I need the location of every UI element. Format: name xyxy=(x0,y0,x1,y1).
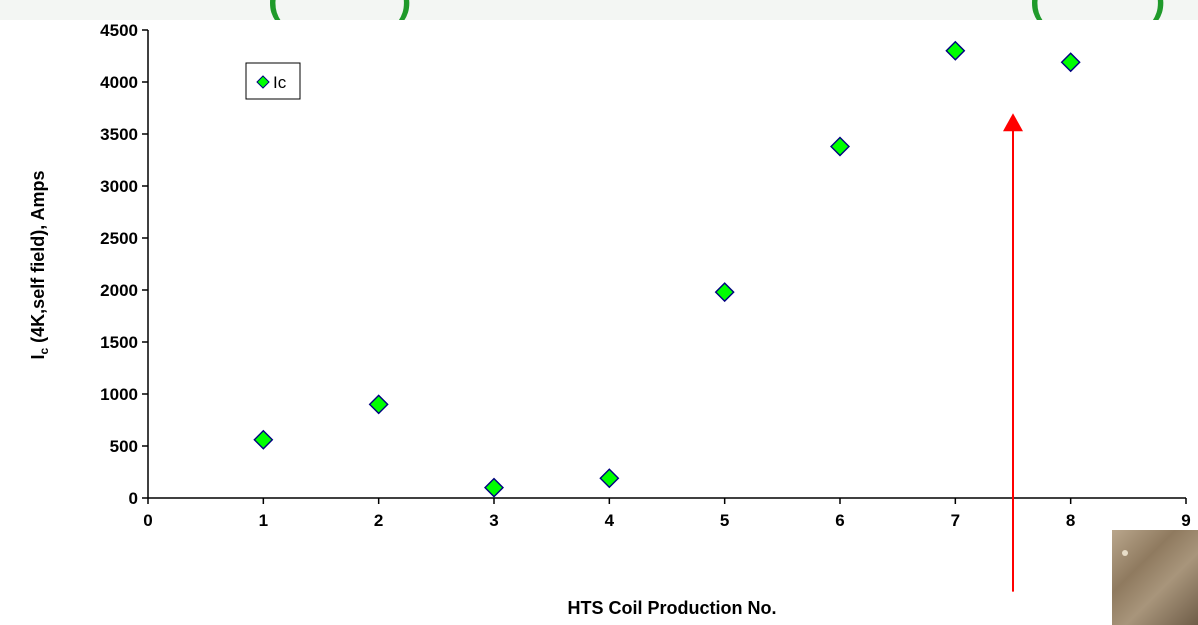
annotations xyxy=(1003,113,1023,592)
x-tick-label: 3 xyxy=(489,511,498,530)
y-axis-title-rest: (4K,self field), Amps xyxy=(28,170,48,347)
y-axis-title-subscript: c xyxy=(37,348,51,355)
header-fragment: ) xyxy=(1152,0,1165,20)
y-tick-label: 1000 xyxy=(100,385,138,404)
y-tick-label: 3000 xyxy=(100,177,138,196)
y-tick-label: 2500 xyxy=(100,229,138,248)
x-tick-label: 6 xyxy=(835,511,844,530)
data-point xyxy=(368,394,389,415)
y-axis-title: Ic (4K,self field), Amps xyxy=(28,170,51,359)
annotation-arrowhead xyxy=(1003,113,1023,132)
x-tick-label: 8 xyxy=(1066,511,1075,530)
x-tick-label: 4 xyxy=(605,511,615,530)
data-points xyxy=(253,40,1081,498)
data-point xyxy=(830,136,850,157)
data-point xyxy=(714,282,735,303)
data-point xyxy=(599,468,620,489)
x-tick-label: 2 xyxy=(374,511,383,530)
axes xyxy=(147,30,1186,499)
header-fragment: ) xyxy=(398,0,411,20)
header-fragment: ( xyxy=(1030,0,1043,20)
x-tick-label: 1 xyxy=(259,511,268,530)
y-tick-label: 500 xyxy=(110,437,138,456)
y-tick-label: 4000 xyxy=(100,73,138,92)
x-tick-label: 0 xyxy=(143,511,152,530)
data-point xyxy=(253,429,274,450)
y-tick-label: 2000 xyxy=(100,281,138,300)
legend-label: Ic xyxy=(273,73,287,92)
x-tick-label: 7 xyxy=(951,511,960,530)
legend-marker-icon xyxy=(256,75,270,89)
x-axis-title: HTS Coil Production No. xyxy=(568,598,777,618)
y-tick-label: 0 xyxy=(129,489,138,508)
data-point xyxy=(945,40,966,61)
header-fragment: ( xyxy=(268,0,281,20)
y-tick-label: 4500 xyxy=(100,21,138,40)
legend: Ic xyxy=(245,62,301,100)
x-tick-label: 9 xyxy=(1181,511,1190,530)
ticks: 0 500 1000 1500 2000 2500 3000 3500 4000 4500 0 1 2 3… xyxy=(100,21,1191,530)
photo-thumbnail xyxy=(1112,530,1198,625)
y-axis-title-main: I xyxy=(28,355,48,360)
data-point xyxy=(1060,52,1081,73)
y-tick-label: 3500 xyxy=(100,125,138,144)
data-point xyxy=(484,477,504,498)
header-title-strip: ( ) ( ) xyxy=(0,0,1198,20)
legend-box xyxy=(245,62,301,100)
x-tick-label: 5 xyxy=(720,511,729,530)
y-tick-label: 1500 xyxy=(100,333,138,352)
